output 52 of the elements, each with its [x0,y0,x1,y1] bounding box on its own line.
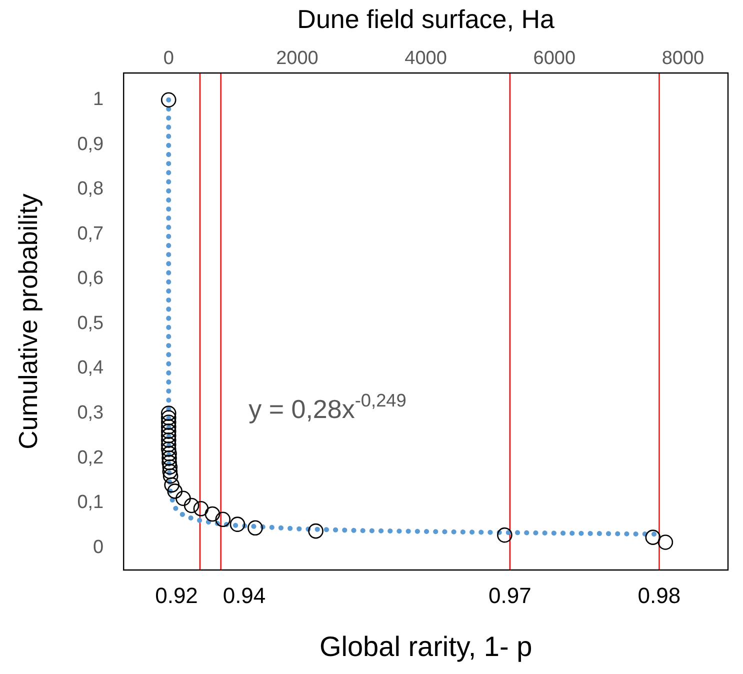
text: 0.92 [155,583,198,608]
text: 0.98 [638,583,681,608]
y-tick-label: 0,6 [77,268,104,290]
y-tick-label: 0,5 [77,312,104,334]
point [204,506,220,522]
point [248,520,263,536]
y-tick-label: 0,1 [77,492,104,514]
point [176,490,191,506]
x-axis-title: Dune field surface, Ha [297,4,555,34]
text: 0.97 [488,583,532,608]
y-tick-label: 0,8 [77,178,104,200]
point [658,534,674,550]
x-tick-label: 4000 [404,48,447,69]
point [162,450,177,466]
x-tick-label: 8000 [662,48,704,69]
point [184,498,200,514]
x-tick-label: 0 [163,48,174,69]
y-tick-label: 0,7 [77,223,104,244]
y-tick-label: 0,4 [77,358,104,379]
x-tick-label: 6000 [533,48,576,69]
y-tick-label: 0,9 [77,134,104,155]
x-tick-label: 2000 [276,48,318,69]
y-tick-label: 0,3 [77,402,104,424]
point [162,459,178,475]
point [160,436,176,452]
point [160,414,176,430]
point [645,530,661,545]
point [162,446,177,462]
point [160,424,176,439]
point [308,523,324,539]
text: 0.94 [222,583,266,608]
point [160,441,176,457]
y-axis-title: Cumulative probability [12,194,43,450]
point [160,92,176,108]
point [160,428,176,444]
point [162,454,177,470]
point [160,432,176,448]
point [230,516,246,532]
text: Global rarity, 1- p [319,631,532,662]
point [167,484,183,499]
point [215,512,231,528]
point [160,410,176,426]
point [162,468,178,484]
point [193,501,209,516]
point [497,527,512,543]
point [160,419,176,434]
point [160,406,176,421]
y-tick-label: 1 [93,89,104,110]
point [162,464,178,480]
point [164,477,180,493]
y-tick-label: 0,2 [77,447,104,468]
y-tick-label: 0 [93,536,104,558]
